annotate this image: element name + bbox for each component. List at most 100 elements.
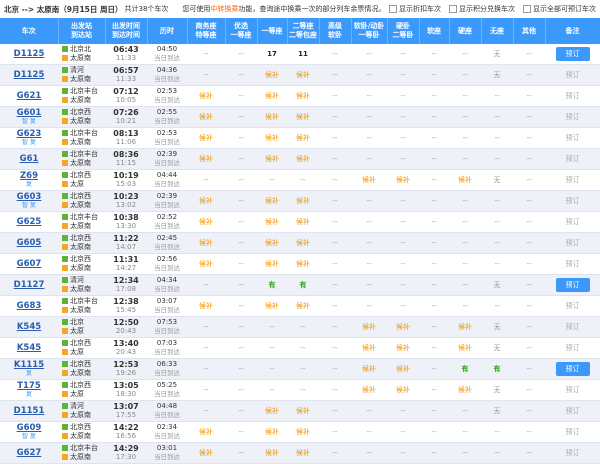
seat-availability[interactable]: 候补 (362, 364, 376, 373)
seat-availability[interactable]: 候补 (296, 70, 310, 79)
seat-availability[interactable]: 候补 (296, 196, 310, 205)
seat-availability[interactable]: 候补 (296, 133, 310, 142)
seat-availability[interactable]: 候补 (396, 175, 410, 184)
train-number[interactable]: G605 (16, 237, 42, 248)
seat-availability[interactable]: 候补 (296, 427, 310, 436)
train-number[interactable]: G61 (19, 153, 39, 164)
train-number[interactable]: Z69 (20, 171, 38, 181)
option[interactable]: 显示全部可预订车次 (523, 4, 596, 14)
train-number[interactable]: G627 (16, 447, 42, 458)
seat-availability[interactable]: 候补 (296, 217, 310, 226)
seat-availability[interactable]: 候补 (458, 322, 472, 331)
train-number[interactable]: D1151 (13, 405, 45, 416)
train-number[interactable]: D1125 (13, 69, 45, 80)
train-number[interactable]: G621 (16, 90, 42, 101)
seat-availability[interactable]: 候补 (265, 301, 279, 310)
seat-availability[interactable]: 候补 (265, 448, 279, 457)
seat-availability[interactable]: 候补 (265, 133, 279, 142)
seat-availability: -- (400, 259, 406, 268)
seat-availability: -- (494, 301, 500, 310)
seat-availability[interactable]: 候补 (362, 322, 376, 331)
seat-availability[interactable]: 候补 (199, 91, 213, 100)
seat-availability[interactable]: 候补 (199, 448, 213, 457)
seat-availability[interactable]: 候补 (199, 427, 213, 436)
seat-availability[interactable]: 候补 (396, 343, 410, 352)
duration: 04:48 (156, 402, 178, 410)
seat-availability[interactable]: 候补 (199, 196, 213, 205)
book-button: 预订 (565, 449, 580, 457)
seat-availability[interactable]: 候补 (362, 343, 376, 352)
seat-availability[interactable]: 候补 (265, 217, 279, 226)
seat-availability: -- (494, 196, 500, 205)
seat-availability[interactable]: 候补 (296, 112, 310, 121)
seat-availability[interactable]: 候补 (199, 112, 213, 121)
seat-availability[interactable]: 候补 (199, 133, 213, 142)
seat-availability: -- (526, 448, 532, 457)
checkbox[interactable] (389, 5, 397, 13)
seat-availability[interactable]: 候补 (296, 259, 310, 268)
train-number[interactable]: K545 (16, 342, 42, 353)
train-number[interactable]: G603 (16, 192, 42, 202)
train-number[interactable]: D1125 (13, 48, 45, 59)
transfer-link[interactable]: 中转换乘 (210, 5, 239, 13)
book-button[interactable]: 预订 (555, 47, 590, 61)
seat-availability[interactable]: 候补 (296, 301, 310, 310)
seat-availability[interactable]: 候补 (199, 259, 213, 268)
seat-availability[interactable]: 候补 (396, 322, 410, 331)
seat-availability[interactable]: 候补 (458, 343, 472, 352)
seat-availability[interactable]: 17 (267, 49, 277, 58)
seat-availability[interactable]: 候补 (265, 259, 279, 268)
seat-availability[interactable]: 候补 (265, 112, 279, 121)
seat-availability[interactable]: 候补 (199, 217, 213, 226)
train-number[interactable]: G683 (16, 300, 42, 311)
book-button[interactable]: 预订 (555, 362, 590, 376)
seat-availability[interactable]: 候补 (458, 385, 472, 394)
seat-availability[interactable]: 候补 (199, 301, 213, 310)
arrival-time: 10:05 (115, 96, 137, 104)
train-number[interactable]: G601 (16, 108, 42, 118)
seat-availability[interactable]: 有 (493, 364, 501, 373)
seat-availability[interactable]: 候补 (296, 238, 310, 247)
train-number[interactable]: K1115 (13, 360, 45, 370)
departure-time: 13:05 (113, 381, 139, 390)
seat-availability[interactable]: 候补 (265, 70, 279, 79)
train-number[interactable]: G609 (16, 423, 42, 433)
seat-availability[interactable]: 候补 (265, 406, 279, 415)
checkbox[interactable] (449, 5, 457, 13)
seat-availability[interactable]: 候补 (296, 154, 310, 163)
seat-availability[interactable]: 候补 (265, 196, 279, 205)
seat-availability[interactable]: 候补 (362, 385, 376, 394)
seat-availability[interactable]: 候补 (265, 154, 279, 163)
checkbox[interactable] (523, 5, 531, 13)
seat-availability[interactable]: 候补 (396, 385, 410, 394)
book-cell: 预订 (545, 253, 600, 275)
train-number[interactable]: T175 (17, 381, 41, 391)
seat-availability[interactable]: 有 (461, 364, 469, 373)
option[interactable]: 显示折扣车次 (389, 4, 441, 14)
seat-availability[interactable]: 有 (268, 280, 276, 289)
book-button[interactable]: 预订 (555, 278, 590, 292)
train-number[interactable]: G625 (16, 216, 42, 227)
train-number[interactable]: G607 (16, 258, 42, 269)
train-number[interactable]: D1127 (13, 279, 45, 290)
book-cell: 预订 (545, 274, 600, 296)
seat-availability[interactable]: 候补 (362, 175, 376, 184)
seat-availability: -- (366, 448, 372, 457)
seat-availability[interactable]: 候补 (296, 448, 310, 457)
seat-cell: -- (419, 274, 449, 296)
duration: 02:52 (156, 213, 178, 221)
seat-availability[interactable]: 候补 (265, 91, 279, 100)
seat-availability[interactable]: 候补 (265, 427, 279, 436)
seat-availability[interactable]: 候补 (199, 154, 213, 163)
train-number[interactable]: K545 (16, 321, 42, 332)
seat-availability[interactable]: 候补 (296, 406, 310, 415)
seat-availability[interactable]: 11 (298, 49, 308, 58)
train-number[interactable]: G623 (16, 129, 42, 139)
seat-availability[interactable]: 候补 (458, 175, 472, 184)
seat-availability[interactable]: 候补 (265, 238, 279, 247)
seat-availability[interactable]: 候补 (396, 364, 410, 373)
seat-availability[interactable]: 候补 (199, 238, 213, 247)
seat-availability[interactable]: 有 (299, 280, 307, 289)
seat-availability[interactable]: 候补 (296, 91, 310, 100)
option[interactable]: 显示积分兑换车次 (449, 4, 515, 14)
